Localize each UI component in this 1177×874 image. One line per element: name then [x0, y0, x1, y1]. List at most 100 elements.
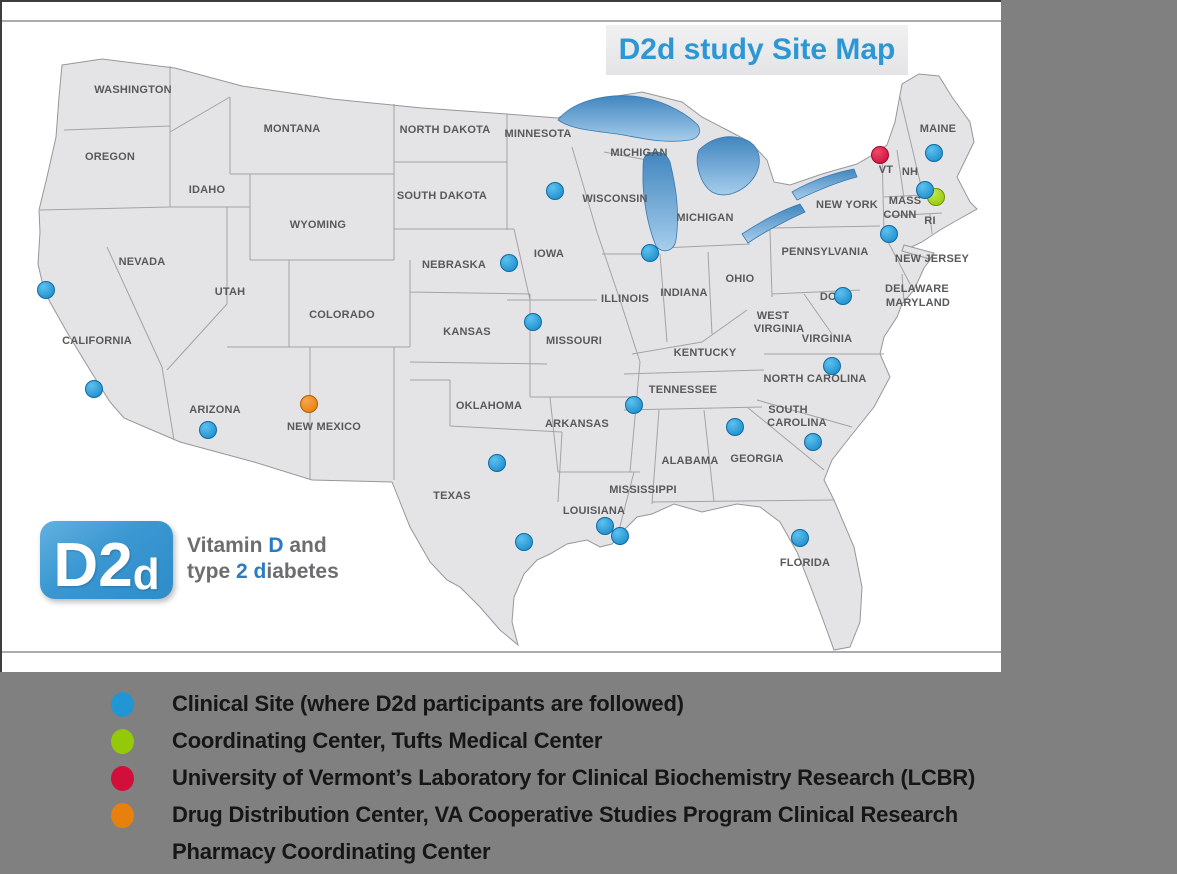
state-label-north-dakota: NORTH DAKOTA	[400, 124, 491, 136]
map-title-banner: D2d study Site Map	[606, 25, 908, 75]
state-label-texas: TEXAS	[433, 490, 471, 502]
legend-text: University of Vermont’s Laboratory for C…	[172, 765, 976, 790]
drug-site-dot	[300, 395, 318, 413]
long-island-outline	[901, 244, 935, 260]
state-label-idaho: IDAHO	[189, 184, 226, 196]
state-label-missouri: MISSOURI	[546, 335, 602, 347]
state-label-indiana: INDIANA	[660, 287, 707, 299]
map-legend: Clinical Site (where D2d participants ar…	[0, 672, 1177, 874]
state-label-maryland: MARYLAND	[886, 297, 950, 309]
lab-site-dot	[871, 146, 889, 164]
legend-dot-clinical	[111, 692, 134, 717]
logo-text-small: d	[132, 549, 160, 599]
state-label-pennsylvania: PENNSYLVANIA	[782, 246, 869, 258]
top-divider-line	[2, 20, 1001, 22]
state-label-west: WEST	[757, 310, 790, 322]
state-label-nh: NH	[902, 166, 918, 178]
clinical-site-dot	[880, 225, 898, 243]
state-label-carolina: CAROLINA	[767, 417, 827, 429]
state-label-mass: MASS	[889, 195, 922, 207]
clinical-site-dot	[611, 527, 629, 545]
tagline-segment: D	[268, 534, 284, 557]
state-label-montana: MONTANA	[264, 123, 321, 135]
clinical-site-dot	[641, 244, 659, 262]
state-label-north-carolina: NORTH CAROLINA	[763, 373, 866, 385]
legend-item-clinical: Clinical Site (where D2d participants ar…	[0, 685, 1177, 722]
clinical-site-dot	[726, 418, 744, 436]
lake-ontario	[791, 168, 858, 201]
state-label-tennessee: TENNESSEE	[649, 384, 717, 396]
map-panel: WASHINGTON OREGON CALIFORNIA NEVADA IDAHO MON…	[0, 0, 1001, 672]
site-dots	[37, 144, 945, 551]
state-label-alabama: ALABAMA	[661, 455, 718, 467]
legend-text: Coordinating Center, Tufts Medical Cente…	[172, 728, 603, 753]
state-label-new-york: NEW YORK	[816, 199, 878, 211]
state-label-maine: MAINE	[920, 123, 956, 135]
state-label-minnesota: MINNESOTA	[505, 128, 572, 140]
legend-item-drug: Drug Distribution Center, VA Cooperative…	[0, 796, 1177, 870]
d2d-logo: D2 d	[40, 521, 173, 599]
state-label-louisiana: LOUISIANA	[563, 505, 625, 517]
clinical-site-dot	[791, 529, 809, 547]
state-label-georgia: GEORGIA	[730, 453, 783, 465]
state-label-nevada: NEVADA	[119, 256, 166, 268]
state-label-michigan: MICHIGAN	[676, 212, 733, 224]
state-label-florida: FLORIDA	[780, 557, 830, 569]
tagline-segment: type	[187, 560, 237, 583]
state-label-oklahoma: OKLAHOMA	[456, 400, 522, 412]
state-label-wyoming: WYOMING	[290, 219, 346, 231]
legend-text: Drug Distribution Center, VA Cooperative…	[172, 802, 958, 827]
map-title: D2d study Site Map	[618, 33, 896, 66]
clinical-site-dot	[925, 144, 943, 162]
clinical-site-dot	[488, 454, 506, 472]
clinical-site-dot	[916, 181, 934, 199]
tagline-segment: d	[253, 560, 267, 583]
state-label-dc: DC	[820, 291, 836, 303]
state-label-virginia: VIRGINIA	[802, 333, 853, 345]
state-label-colorado: COLORADO	[309, 309, 375, 321]
state-label-california: CALIFORNIA	[62, 335, 132, 347]
legend-dot-drug	[111, 803, 134, 828]
tagline-line-2: type 2 diabetes	[187, 559, 339, 585]
state-label-nebraska: NEBRASKA	[422, 259, 486, 271]
state-label-michigan: MICHIGAN	[610, 147, 667, 159]
logo-tagline: Vitamin D and type 2 diabetes	[187, 533, 339, 585]
clinical-site-dot	[500, 254, 518, 272]
state-label-wisconsin: WISCONSIN	[582, 193, 647, 205]
lake-erie	[741, 203, 806, 244]
lake-huron	[696, 136, 760, 196]
tagline-line-1: Vitamin D and	[187, 533, 339, 559]
clinical-site-dot	[199, 421, 217, 439]
state-label-south: SOUTH	[768, 404, 808, 416]
logo-text-main: D2	[53, 531, 133, 601]
legend-dot-coordinating	[111, 729, 134, 754]
lake-michigan	[642, 151, 678, 252]
clinical-site-dot	[524, 313, 542, 331]
legend-item-lab: University of Vermont’s Laboratory for C…	[0, 759, 1177, 796]
clinical-site-dot	[515, 533, 533, 551]
state-label-ohio: OHIO	[726, 273, 755, 285]
clinical-site-dot	[834, 287, 852, 305]
great-lakes	[557, 95, 858, 252]
state-label-illinois: ILLINOIS	[601, 293, 649, 305]
clinical-site-dot	[823, 357, 841, 375]
state-borders	[39, 66, 943, 535]
bottom-divider-line	[2, 651, 1001, 653]
state-label-utah: UTAH	[215, 286, 246, 298]
state-label-new-jersey: NEW JERSEY	[895, 253, 970, 265]
clinical-site-dot	[85, 380, 103, 398]
state-label-arkansas: ARKANSAS	[545, 418, 609, 430]
legend-text: Clinical Site (where D2d participants ar…	[172, 691, 684, 716]
clinical-site-dot	[546, 182, 564, 200]
state-label-kansas: KANSAS	[443, 326, 491, 338]
state-label-mississippi: MISSISSIPPI	[609, 484, 677, 496]
state-label-washington: WASHINGTON	[94, 84, 172, 96]
legend-text: Pharmacy Coordinating Center	[172, 839, 491, 864]
state-label-arizona: ARIZONA	[189, 404, 241, 416]
tagline-segment: and	[283, 534, 327, 557]
state-labels: WASHINGTON OREGON CALIFORNIA NEVADA IDAHO MON…	[62, 84, 969, 569]
state-label-south-dakota: SOUTH DAKOTA	[397, 190, 487, 202]
state-label-vt: VT	[879, 164, 894, 176]
clinical-site-dot	[804, 433, 822, 451]
state-label-new-mexico: NEW MEXICO	[287, 421, 361, 433]
